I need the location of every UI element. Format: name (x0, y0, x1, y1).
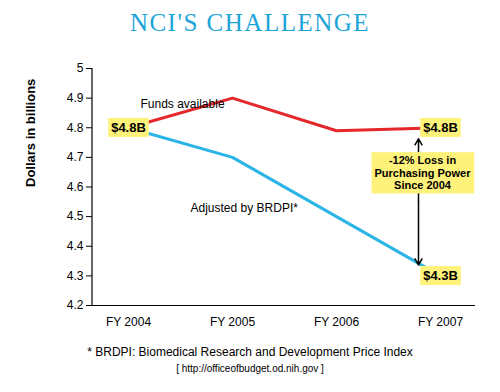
svg-text:$4.3B: $4.3B (423, 268, 458, 283)
html-text:NCI'S CHALLENGE: NCI'S CHALLENGE (129, 9, 371, 36)
svg-text:$4.8B: $4.8B (111, 120, 146, 135)
svg-text:Dollars in billions: Dollars in billions (23, 79, 38, 187)
svg-text:4.4: 4.4 (67, 239, 84, 253)
svg-text:4.3: 4.3 (67, 269, 84, 283)
svg-text:4.5: 4.5 (67, 209, 84, 223)
html-text:[ http://officeofbudget.od.nih: [ http://officeofbudget.od.nih.gov ] (176, 363, 324, 374)
svg-text:$4.8B: $4.8B (423, 120, 458, 135)
svg-text:4.8: 4.8 (67, 121, 84, 135)
svg-text:Adjusted by BRDPI*: Adjusted by BRDPI* (191, 201, 299, 215)
svg-text:FY 2005: FY 2005 (210, 315, 255, 329)
svg-text:Funds available: Funds available (141, 97, 225, 111)
svg-text:FY 2006: FY 2006 (314, 315, 359, 329)
svg-text:FY 2007: FY 2007 (418, 315, 463, 329)
svg-text:FY 2004: FY 2004 (106, 315, 151, 329)
svg-text:4.2: 4.2 (67, 298, 84, 312)
svg-text:4.9: 4.9 (67, 91, 84, 105)
svg-text:4.6: 4.6 (67, 180, 84, 194)
svg-text:5: 5 (77, 61, 84, 75)
svg-text:4.7: 4.7 (67, 150, 84, 164)
html-text:* BRDPI: Biomedical Research a: * BRDPI: Biomedical Research and Develop… (87, 345, 413, 359)
svg-text:-12% Loss inPurchasing PowerSi: -12% Loss inPurchasing PowerSince 2004 (375, 154, 472, 191)
